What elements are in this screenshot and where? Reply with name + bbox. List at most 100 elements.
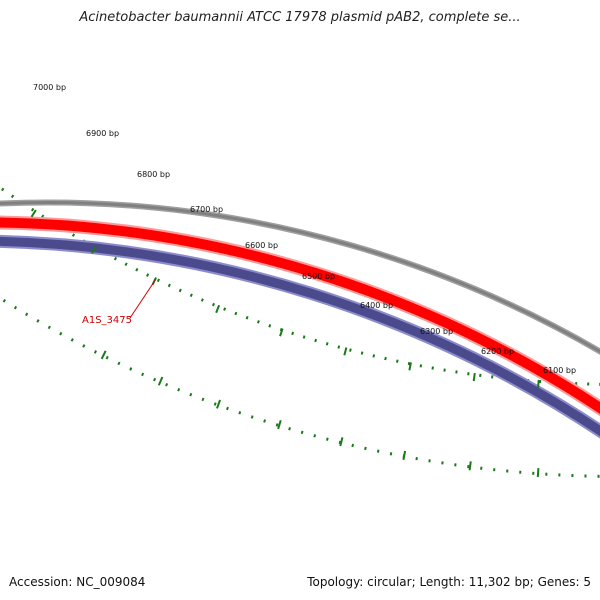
tick-dot: [419, 364, 423, 368]
tick-dot: [124, 262, 128, 267]
tick-dot: [351, 443, 355, 448]
tick-dot: [395, 359, 399, 363]
tick-dot: [325, 437, 329, 441]
tick-dot: [113, 256, 118, 261]
tick-dot: [407, 361, 411, 366]
major-tick: [343, 347, 348, 356]
tick-dot: [167, 283, 171, 288]
bp-label: 6900 bp: [86, 129, 119, 138]
major-tick: [279, 328, 284, 337]
tick-dot: [313, 434, 317, 438]
tick-dot: [338, 440, 342, 445]
major-tick: [216, 399, 222, 409]
tick-dot: [13, 305, 18, 310]
tick-dot: [141, 372, 145, 377]
tick-dot: [200, 298, 204, 302]
accession-text: Accession: NC_009084: [9, 575, 146, 589]
tick-dot: [178, 288, 182, 293]
tick-dot: [288, 426, 291, 431]
forward-feature: [0, 217, 600, 414]
topology-summary: Topology: circular; Length: 11,302 bp; G…: [307, 575, 591, 589]
tick-dot: [93, 350, 98, 354]
tick-dot: [384, 356, 387, 361]
tick-dot: [431, 366, 434, 370]
tick-dot: [189, 293, 193, 298]
tick-dot: [238, 411, 242, 415]
tick-dot: [165, 383, 169, 387]
tick-dot: [59, 331, 63, 336]
major-tick: [30, 209, 37, 218]
tick-dot: [213, 402, 217, 406]
tick-dot: [189, 392, 193, 397]
tick-dot: [302, 335, 306, 339]
tick-dot: [36, 319, 40, 323]
bp-label: 6500 bp: [302, 272, 335, 281]
tick-dot: [256, 320, 260, 324]
tick-dot: [376, 449, 380, 453]
gene-label-leader: [129, 278, 157, 319]
tick-dot: [129, 367, 133, 371]
tick-dot: [263, 419, 267, 423]
tick-dot: [415, 456, 418, 461]
major-tick: [91, 245, 97, 254]
tick-dot: [325, 342, 329, 346]
major-tick: [536, 468, 540, 478]
reverse-feature: [0, 237, 600, 437]
bp-label: 6800 bp: [137, 170, 170, 179]
tick-dot: [177, 388, 181, 392]
tick-dot: [201, 397, 205, 402]
tick-dot: [226, 406, 229, 411]
bp-label: 6400 bp: [360, 301, 393, 310]
major-tick: [100, 350, 107, 360]
tick-dot: [291, 331, 295, 336]
gene-label: A1S_3475: [82, 315, 132, 326]
tick-dot: [314, 338, 318, 343]
tick-dot: [364, 446, 367, 451]
major-tick: [472, 372, 476, 382]
tick-dot: [349, 348, 352, 352]
tick-dot: [2, 298, 6, 303]
bp-label: 6700 bp: [190, 205, 223, 214]
tick-dot: [30, 207, 35, 212]
tick-dot: [234, 311, 238, 316]
tick-dot: [337, 345, 341, 349]
tick-dot: [146, 273, 150, 277]
major-tick: [408, 362, 412, 371]
major-tick: [468, 461, 472, 471]
tick-dot: [275, 423, 279, 427]
bp-label: 6300 bp: [420, 327, 453, 336]
tick-dot: [211, 302, 215, 307]
tick-dot: [135, 267, 139, 272]
tick-dot: [71, 233, 76, 237]
bp-label: 6600 bp: [245, 241, 278, 250]
tick-dot: [82, 344, 86, 348]
tick-dot: [156, 278, 160, 283]
tick-dot: [300, 430, 304, 435]
bp-label: 7000 bp: [33, 83, 66, 92]
tick-dot: [223, 307, 227, 311]
tick-dot: [117, 361, 121, 366]
bp-label: 6100 bp: [543, 366, 576, 375]
tick-dot: [1, 187, 5, 192]
tick-dot: [250, 415, 254, 419]
tick-dot: [372, 354, 376, 358]
backbone-ring-core: [0, 201, 600, 354]
tick-dot: [25, 312, 29, 317]
tick-dot: [245, 315, 249, 320]
major-tick: [277, 420, 282, 430]
major-tick: [157, 376, 164, 386]
tick-dot: [10, 194, 15, 199]
bp-label: 6200 bp: [481, 347, 514, 356]
map-title: Acinetobacter baumannii ATCC 17978 plasm…: [79, 10, 521, 25]
major-tick: [402, 450, 407, 460]
tick-dot: [268, 324, 272, 328]
major-tick: [537, 379, 540, 388]
tick-dot: [389, 452, 393, 456]
major-tick: [339, 437, 344, 447]
tick-dot: [360, 351, 364, 355]
tick-dot: [47, 325, 51, 330]
tick-dot: [70, 338, 74, 342]
tick-dot: [105, 355, 109, 360]
tick-dot: [153, 377, 157, 382]
